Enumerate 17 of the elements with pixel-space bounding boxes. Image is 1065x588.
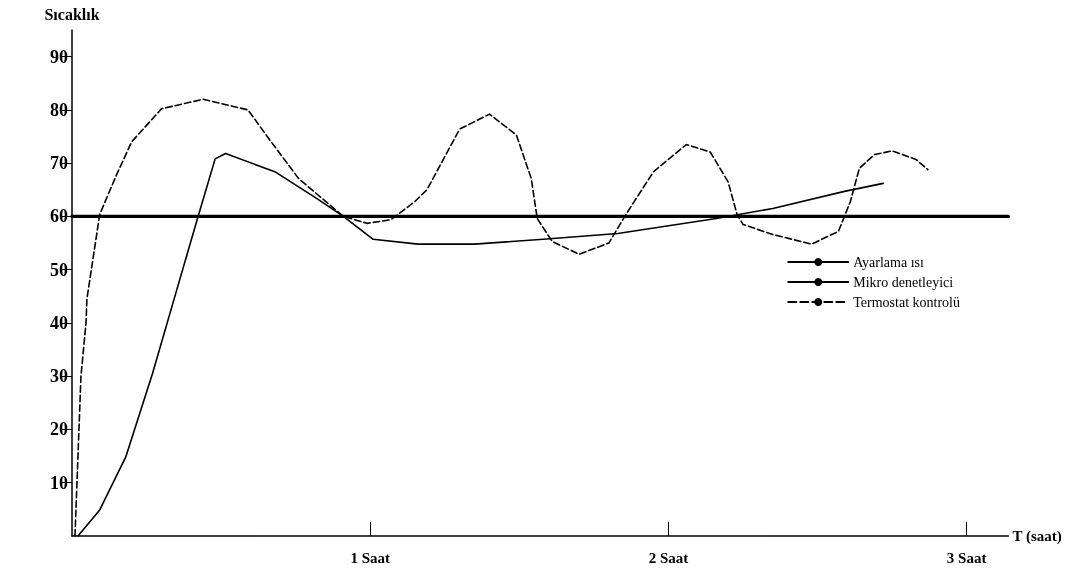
y-tick-label: 10	[50, 472, 68, 493]
y-tick-label: 30	[50, 366, 68, 387]
y-tick-label: 40	[50, 312, 68, 333]
y-axis-title: Sıcaklık	[44, 5, 100, 23]
legend-label: Mikro denetleyici	[853, 274, 954, 290]
x-axis-title: T (saat)	[1012, 528, 1062, 545]
x-tick-label: 3 Saat	[946, 549, 987, 566]
legend-label: Termostat kontrolü	[853, 294, 961, 310]
x-tick-label: 1 Saat	[350, 549, 391, 566]
y-tick-label: 70	[50, 153, 68, 174]
y-tick-label: 20	[50, 419, 68, 440]
x-tick-label: 2 Saat	[648, 549, 689, 566]
y-tick-label: 80	[50, 99, 68, 120]
y-tick-label: 60	[50, 206, 68, 227]
legend-label: Ayarlama ısı	[853, 254, 925, 270]
y-tick-label: 50	[50, 259, 68, 280]
y-tick-label: 90	[50, 46, 68, 67]
